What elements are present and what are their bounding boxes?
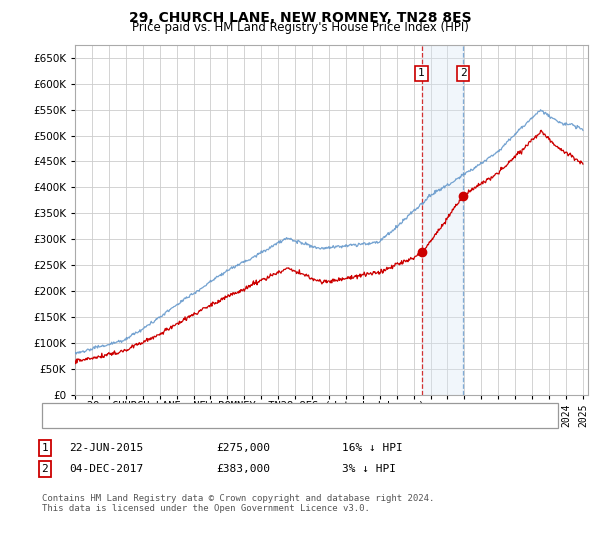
Text: HPI: Average price, detached house, Folkestone and Hythe: HPI: Average price, detached house, Folk… xyxy=(87,416,437,425)
Text: £383,000: £383,000 xyxy=(216,464,270,474)
Text: 2: 2 xyxy=(41,464,49,474)
Text: 29, CHURCH LANE, NEW ROMNEY, TN28 8ES: 29, CHURCH LANE, NEW ROMNEY, TN28 8ES xyxy=(128,11,472,25)
Text: 16% ↓ HPI: 16% ↓ HPI xyxy=(342,443,403,453)
Text: 2: 2 xyxy=(460,68,466,78)
Text: £275,000: £275,000 xyxy=(216,443,270,453)
Text: 1: 1 xyxy=(41,443,49,453)
Text: 04-DEC-2017: 04-DEC-2017 xyxy=(69,464,143,474)
Text: Contains HM Land Registry data © Crown copyright and database right 2024.
This d: Contains HM Land Registry data © Crown c… xyxy=(42,494,434,514)
Text: Price paid vs. HM Land Registry's House Price Index (HPI): Price paid vs. HM Land Registry's House … xyxy=(131,21,469,34)
Bar xyxy=(422,45,463,395)
Text: 1: 1 xyxy=(418,68,425,78)
Text: 29, CHURCH LANE, NEW ROMNEY, TN28 8ES (detached house): 29, CHURCH LANE, NEW ROMNEY, TN28 8ES (d… xyxy=(87,401,425,410)
Text: 22-JUN-2015: 22-JUN-2015 xyxy=(69,443,143,453)
Text: 3% ↓ HPI: 3% ↓ HPI xyxy=(342,464,396,474)
